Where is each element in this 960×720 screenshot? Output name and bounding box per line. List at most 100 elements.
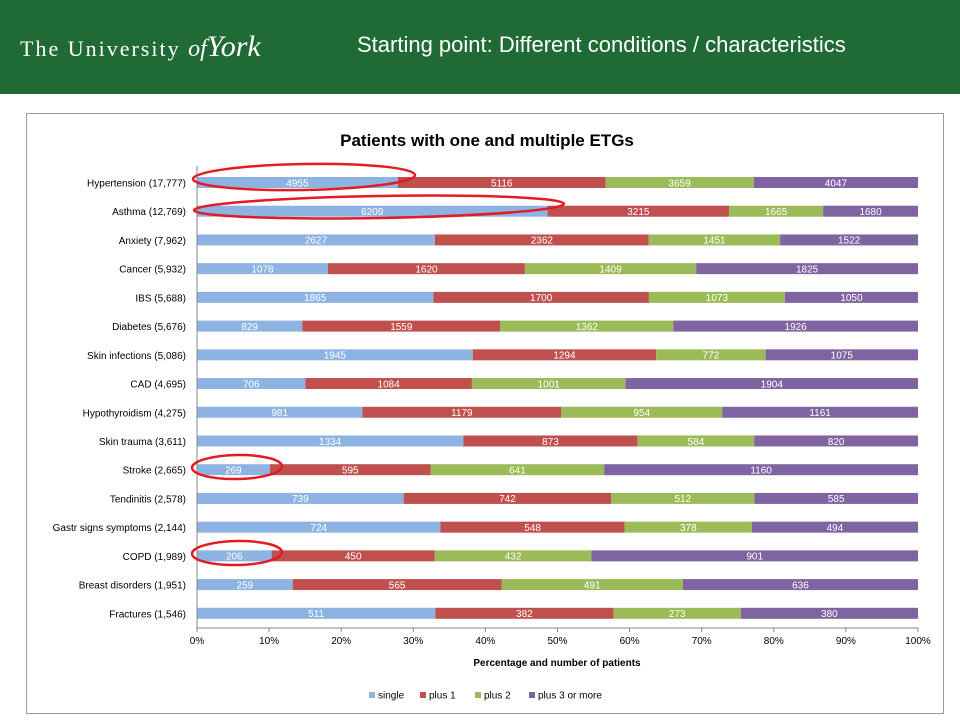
data-label: 1926 <box>785 322 808 333</box>
data-label: 1409 <box>599 264 622 275</box>
bar-segment <box>780 234 918 246</box>
x-tick-label: 90% <box>836 636 856 647</box>
slide-title: Starting point: Different conditions / c… <box>357 32 846 57</box>
bar-segment <box>591 550 918 562</box>
category-label: Tendinitis (2,578) <box>110 494 186 505</box>
data-label: 491 <box>584 580 601 591</box>
category-label: Breast disorders (1,951) <box>79 581 186 592</box>
logo-the: The <box>20 36 61 61</box>
data-label: 259 <box>237 580 254 591</box>
data-label: 1050 <box>840 293 863 304</box>
bar-segment <box>197 291 434 303</box>
x-tick-label: 10% <box>259 636 279 647</box>
logo-york: York <box>206 30 261 63</box>
category-label: CAD (4,695) <box>130 380 186 391</box>
bar-segment <box>637 435 755 447</box>
x-tick-label: 60% <box>620 636 640 647</box>
x-tick-label: 30% <box>403 636 423 647</box>
category-label: Cancer (5,932) <box>119 265 186 276</box>
bar-segment <box>471 378 626 390</box>
data-label: 1362 <box>576 322 599 333</box>
bar-segment <box>305 378 472 390</box>
bar-segment <box>197 579 293 591</box>
bar-segment <box>197 435 464 447</box>
university-logo: The University ofYork <box>20 30 261 64</box>
bar-segment <box>751 521 918 533</box>
bar-segment <box>501 579 683 591</box>
data-label: 1559 <box>390 322 413 333</box>
legend-swatch <box>475 692 481 698</box>
data-label: 901 <box>746 552 763 563</box>
legend-label: plus 2 <box>484 691 511 702</box>
category-label: Gastr signs symptoms (2,144) <box>53 523 186 534</box>
bar-segment <box>604 464 918 476</box>
bar-segment <box>328 263 525 275</box>
data-label: 380 <box>821 609 838 620</box>
category-label: Anxiety (7,962) <box>119 236 186 247</box>
bar-segment <box>197 550 272 562</box>
data-label: 2627 <box>305 236 328 247</box>
data-label: 772 <box>703 351 720 362</box>
data-label: 1161 <box>809 408 831 419</box>
data-label: 585 <box>828 494 845 505</box>
annotation-ellipse <box>191 162 417 192</box>
category-label: Fractures (1,546) <box>109 609 186 620</box>
data-label: 1179 <box>451 408 473 419</box>
data-label: 511 <box>308 609 324 620</box>
data-label: 273 <box>669 609 686 620</box>
data-label: 873 <box>542 437 559 448</box>
bar-segment <box>463 435 638 447</box>
logo-of: of <box>188 36 207 62</box>
bar-segment <box>403 492 612 504</box>
data-label: 269 <box>225 466 242 477</box>
data-label: 1904 <box>761 379 784 390</box>
logo-university: University <box>67 36 181 61</box>
bar-segment <box>197 320 303 332</box>
bar-segment <box>613 607 741 619</box>
bar-segment <box>397 177 606 188</box>
data-label: 382 <box>516 609 533 620</box>
x-tick-label: 50% <box>547 636 567 647</box>
data-label: 3215 <box>627 207 650 218</box>
bar-segment <box>197 378 306 390</box>
data-label: 1945 <box>324 351 347 362</box>
annotation-ellipse <box>192 194 566 220</box>
data-label: 565 <box>389 580 406 591</box>
data-label: 1522 <box>838 236 861 247</box>
annotation-ellipse <box>190 539 284 567</box>
legend-swatch <box>369 692 375 698</box>
bar-segment <box>435 607 614 619</box>
bar-segment <box>624 521 752 533</box>
bar-segment <box>524 263 697 275</box>
x-axis-title: Percentage and number of patients <box>473 658 641 669</box>
bar-segment <box>197 464 270 476</box>
data-label: 595 <box>342 466 359 477</box>
data-label: 1451 <box>703 236 726 247</box>
data-label: 641 <box>509 466 526 477</box>
x-tick-label: 70% <box>692 636 712 647</box>
category-label: IBS (5,688) <box>135 293 186 304</box>
bar-segment <box>197 263 329 275</box>
chart-title: Patients with one and multiple ETGs <box>340 131 634 150</box>
data-label: 829 <box>241 322 258 333</box>
bar-segment <box>682 579 918 591</box>
data-label: 1825 <box>796 264 819 275</box>
data-label: 1665 <box>765 207 788 218</box>
category-label: Asthma (12,769) <box>112 207 186 218</box>
category-label: Skin trauma (3,611) <box>99 437 186 448</box>
data-label: 724 <box>310 523 327 534</box>
data-label: 739 <box>292 494 309 505</box>
data-label: 706 <box>243 379 260 390</box>
data-label: 1620 <box>415 264 438 275</box>
category-label: Diabetes (5,676) <box>112 322 186 333</box>
data-label: 1160 <box>750 466 772 477</box>
bar-segment <box>696 263 918 275</box>
data-label: 4955 <box>286 178 309 189</box>
data-label: 742 <box>499 494 516 505</box>
data-label: 636 <box>792 580 809 591</box>
legend-swatch <box>420 692 426 698</box>
bar-segment <box>729 205 824 217</box>
legend-label: plus 3 or more <box>538 691 602 702</box>
data-label: 1078 <box>251 264 274 275</box>
